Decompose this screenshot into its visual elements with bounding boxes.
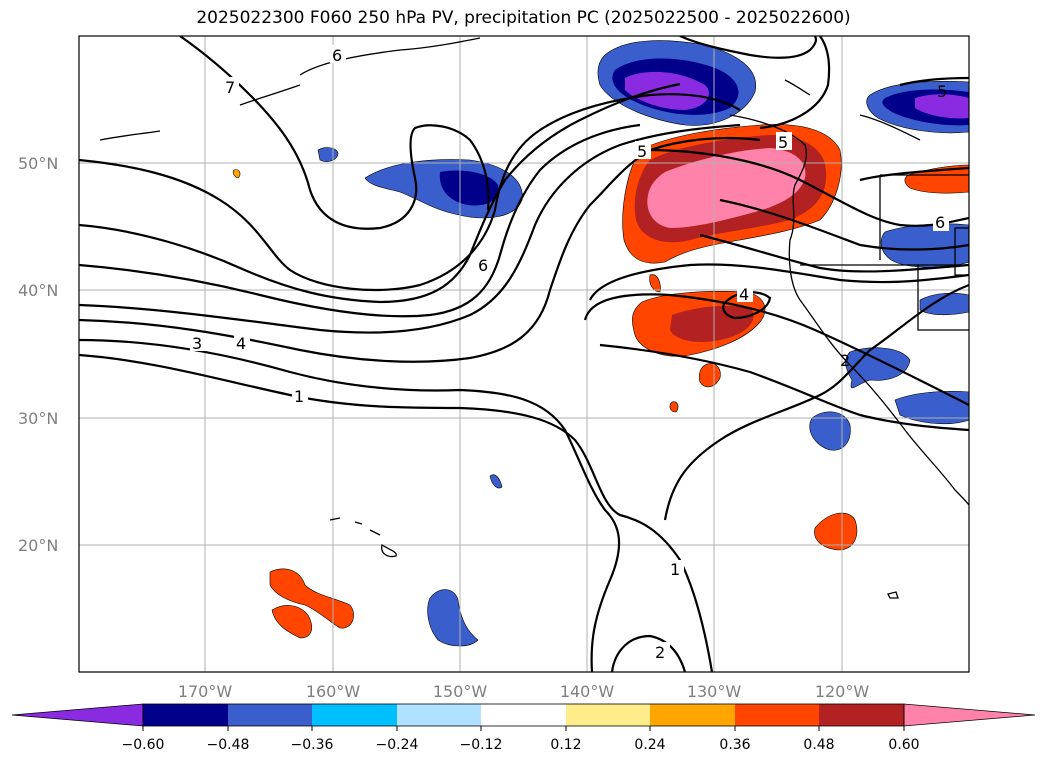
graticule — [79, 36, 969, 672]
colorbar: −0.60 −0.48 −0.36 −0.24 −0.12 0.12 0.24 … — [11, 703, 1036, 753]
contour-label: 1 — [670, 560, 680, 579]
colorbar-tick-label: −0.24 — [376, 737, 419, 753]
longitude-labels: 170°W 160°W 150°W 140°W 130°W 120°W — [178, 682, 870, 701]
colorbar-bin — [650, 704, 735, 726]
contour-label: 7 — [225, 78, 235, 97]
colorbar-tick-label: 0.24 — [634, 737, 665, 753]
contour-label: 4 — [236, 334, 246, 353]
lon-label: 160°W — [306, 682, 361, 701]
contour-label: 5 — [637, 142, 647, 161]
pv-contour-6 — [79, 93, 741, 292]
colorbar-tick-label: −0.60 — [122, 737, 165, 753]
lon-label: 170°W — [178, 682, 233, 701]
colorbar-bin — [312, 704, 397, 726]
colorbar-tick-label: −0.36 — [291, 737, 334, 753]
colorbar-extend-min — [11, 703, 144, 727]
contour-label: 5 — [937, 82, 947, 101]
colorbar-bin — [143, 704, 228, 726]
map-title: 2025022300 F060 250 hPa PV, precipitatio… — [196, 8, 851, 28]
contour-label: 1 — [294, 387, 304, 406]
colorbar-tick-label: −0.12 — [460, 737, 503, 753]
lat-label: 30°N — [18, 409, 58, 428]
lat-label: 50°N — [18, 154, 58, 173]
contour-label: 2 — [840, 351, 850, 370]
map-border — [78, 35, 970, 673]
lon-label: 120°W — [815, 682, 870, 701]
pv-contour-7 — [179, 36, 490, 230]
latitude-labels: 20°N 30°N 40°N 50°N — [18, 154, 58, 555]
contour-label: 4 — [739, 285, 749, 304]
contour-label: 2 — [655, 643, 665, 662]
contour-label: 5 — [778, 133, 788, 152]
pv-contour-2 — [610, 634, 687, 672]
colorbar-tick-label: 0.12 — [550, 737, 581, 753]
neg-precip-tropics — [427, 589, 479, 647]
colorbar-bin — [735, 704, 819, 726]
colorbar-bin — [566, 704, 650, 726]
colorbar-bin — [397, 704, 481, 726]
pv-contour-1 — [79, 353, 714, 672]
colorbar-tick-label: 0.48 — [803, 737, 834, 753]
lat-label: 20°N — [18, 536, 58, 555]
colorbar-tick-label: 0.36 — [719, 737, 750, 753]
colorbar-tick-label: 0.60 — [888, 737, 919, 753]
colorbar-bin — [228, 704, 312, 726]
coastlines — [99, 37, 969, 599]
colorbar-bin — [481, 704, 566, 726]
contour-label: 6 — [332, 46, 342, 65]
contour-label: 3 — [192, 334, 202, 353]
colorbar-bin — [819, 704, 904, 726]
colorbar-extend-max — [903, 703, 1036, 727]
lon-label: 130°W — [687, 682, 742, 701]
precip-shading — [232, 40, 969, 647]
contour-label: 6 — [478, 256, 488, 275]
contour-label: 6 — [935, 213, 945, 232]
lat-label: 40°N — [18, 281, 58, 300]
lon-label: 150°W — [433, 682, 488, 701]
pv-contour-3 — [79, 338, 621, 672]
contour-labels: 1 2 3 4 4 5 5 5 6 6 6 7 1 2 — [190, 45, 949, 662]
colorbar-tick-label: −0.48 — [207, 737, 250, 753]
lon-label: 140°W — [560, 682, 615, 701]
